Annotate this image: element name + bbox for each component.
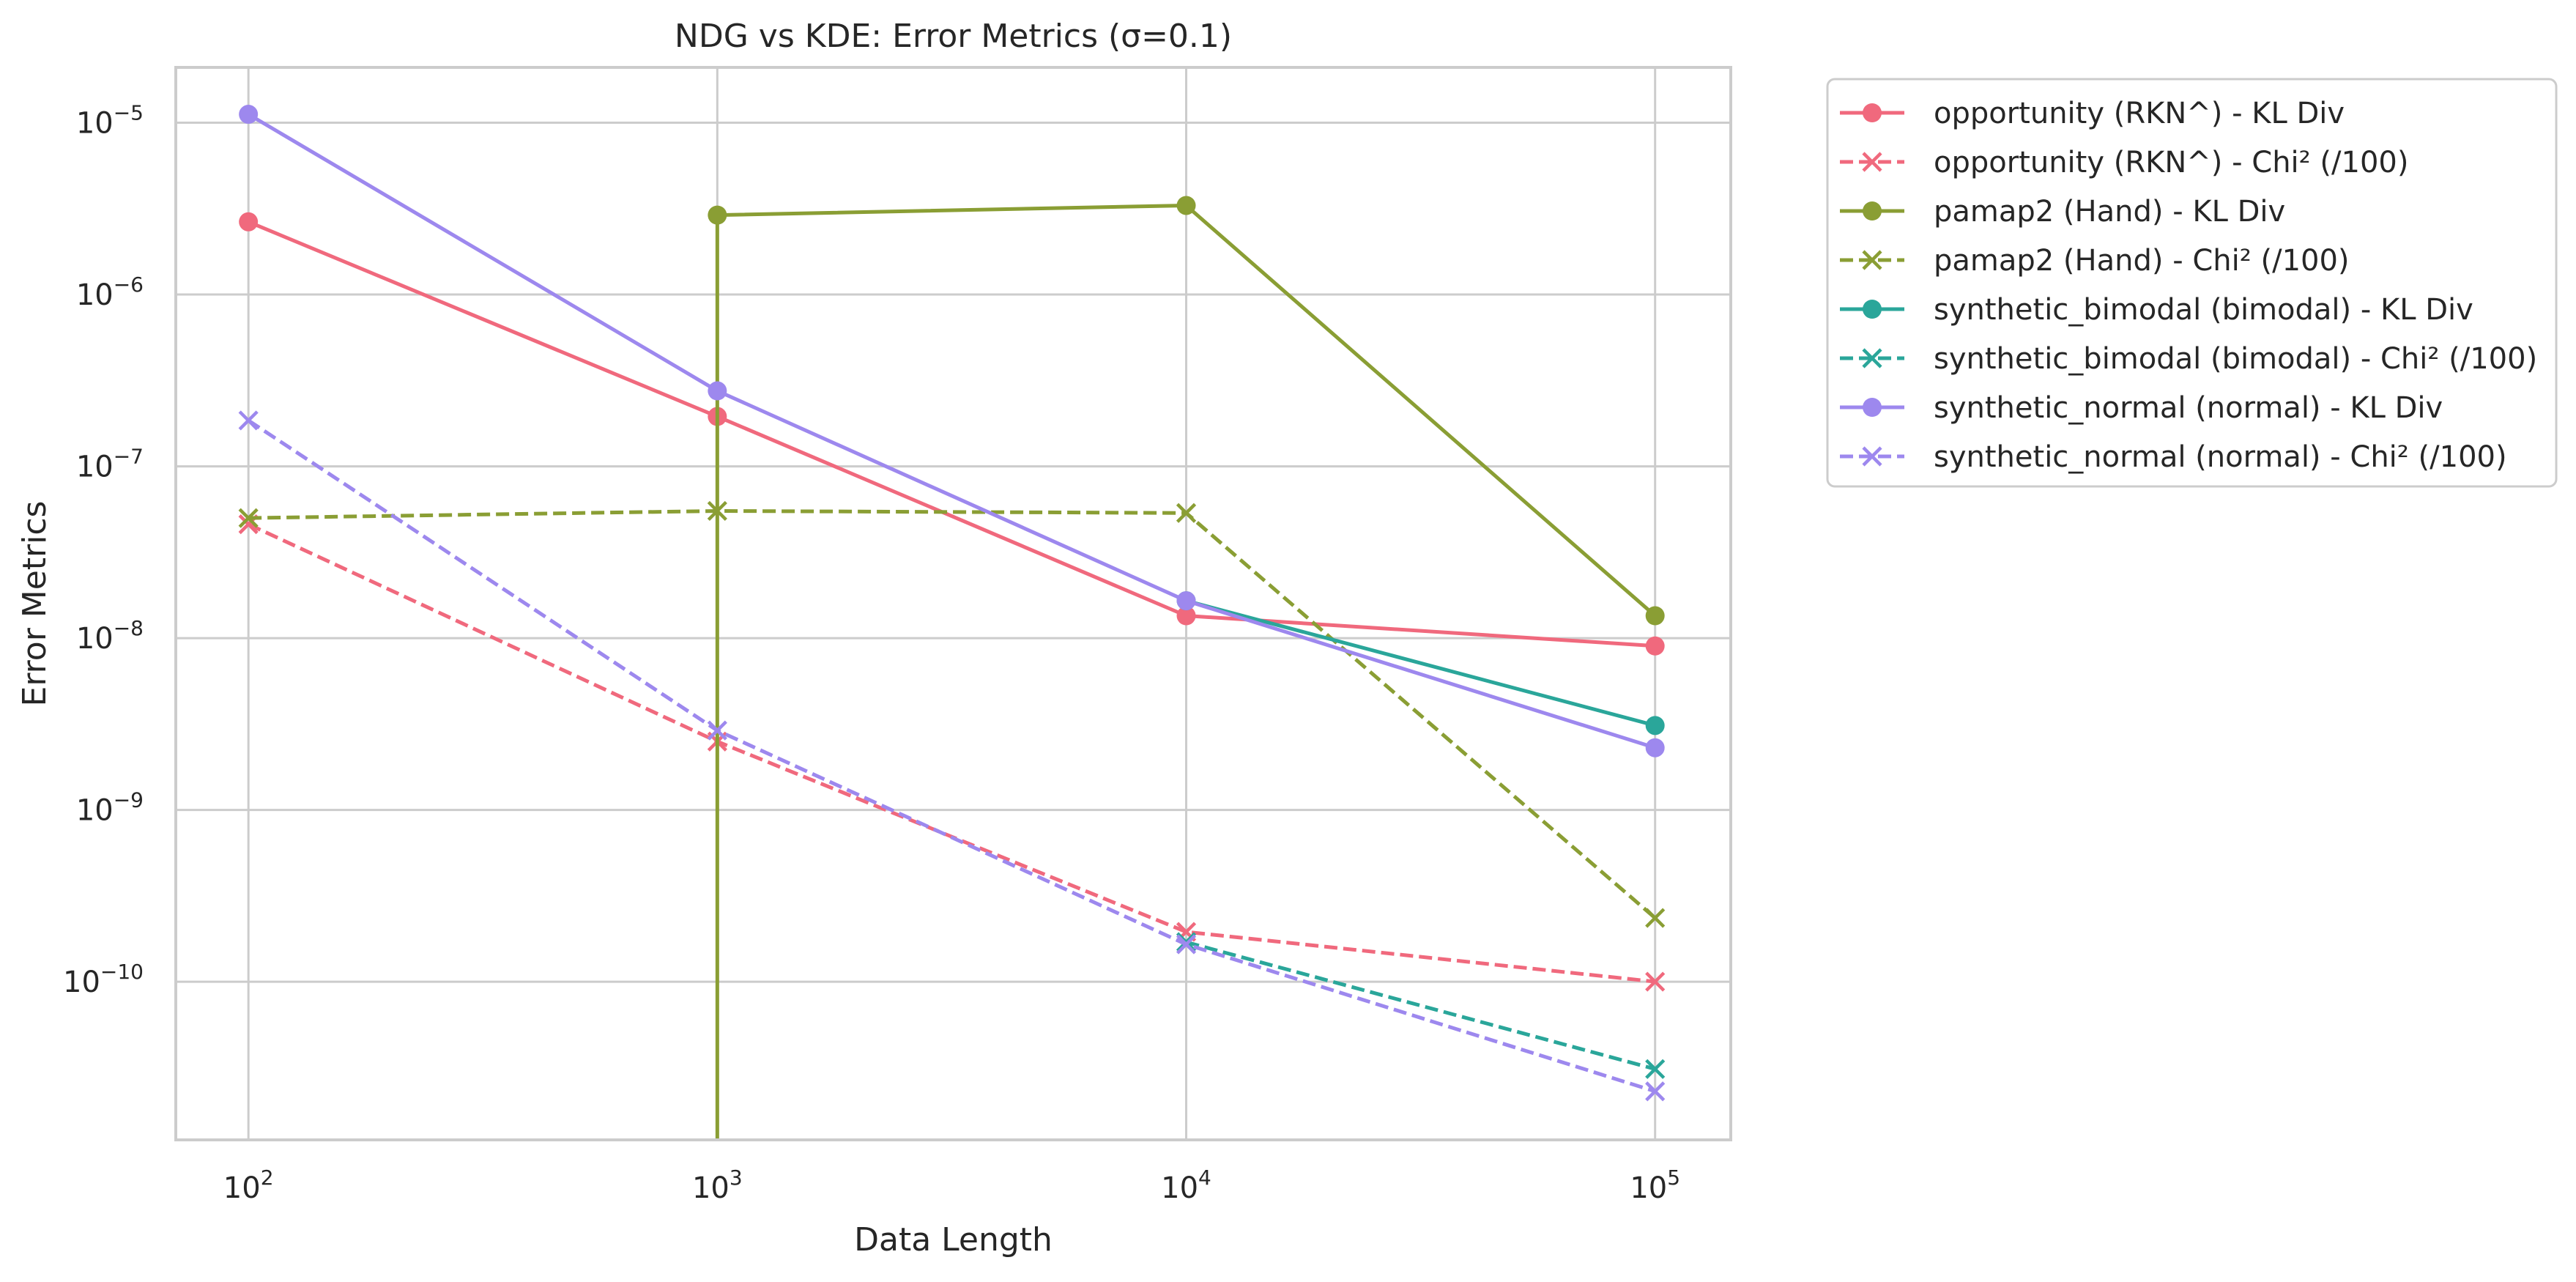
y-tick-label: 10−5	[76, 101, 144, 141]
series	[238, 514, 1666, 992]
x-tick-label: 104	[1161, 1166, 1211, 1205]
data-point	[708, 381, 727, 401]
data-point	[708, 205, 727, 225]
series-line	[247, 418, 1656, 1094]
data-point	[1862, 348, 1882, 368]
data-point	[1645, 606, 1665, 626]
data-point	[1863, 398, 1882, 417]
y-tick-label: 10−7	[76, 445, 144, 484]
data-point	[1862, 446, 1882, 467]
data-point	[1645, 1081, 1666, 1102]
series-line	[248, 508, 1657, 919]
data-point	[1863, 201, 1882, 221]
legend-entry-label: pamap2 (Hand) - Chi² (/100)	[1934, 244, 2350, 278]
legend-entry-label: opportunity (RKN^) - KL Div	[1934, 97, 2345, 130]
legend-entry-label: synthetic_bimodal (bimodal) - KL Div	[1934, 293, 2473, 327]
x-tick-label: 103	[692, 1166, 743, 1205]
data-point	[1645, 908, 1666, 928]
series-line	[715, 203, 1657, 1140]
series	[239, 105, 1665, 757]
data-point	[1863, 103, 1882, 122]
data-point	[1645, 1059, 1666, 1079]
y-tick-label: 10−6	[76, 273, 144, 312]
grid	[176, 67, 1731, 1140]
data-point	[707, 720, 727, 741]
legend-entry-label: opportunity (RKN^) - Chi² (/100)	[1934, 146, 2408, 179]
data-point	[1645, 716, 1665, 736]
data-point	[238, 508, 259, 528]
chart-title: NDG vs KDE: Error Metrics (σ=0.1)	[675, 18, 1232, 55]
legend-entry-label: synthetic_normal (normal) - KL Div	[1934, 391, 2443, 425]
series-line	[248, 220, 1655, 648]
y-tick-label: 10−8	[76, 616, 144, 656]
y-axis-label: Error Metrics	[16, 501, 53, 707]
legend-entry-label: synthetic_normal (normal) - Chi² (/100)	[1934, 440, 2507, 474]
series	[239, 212, 1665, 656]
data-point	[1645, 738, 1665, 757]
plot-frame	[174, 66, 1732, 1141]
data-point	[1176, 196, 1196, 215]
series	[708, 196, 1665, 1140]
data-point	[707, 500, 727, 522]
data-point	[1176, 503, 1197, 523]
series-line	[247, 112, 1656, 750]
data-point	[1645, 636, 1665, 656]
legend-frame	[1826, 78, 2558, 488]
data-point	[239, 105, 259, 125]
legend: opportunity (RKN^) - KL Div opportunity (…	[1826, 78, 2558, 488]
x-tick-label: 102	[223, 1166, 274, 1205]
y-tick-label: 10−10	[63, 960, 144, 999]
data-point	[1176, 606, 1196, 626]
series	[238, 500, 1666, 928]
data-point	[1862, 152, 1882, 172]
series-line	[1185, 599, 1656, 727]
data-point	[239, 212, 259, 231]
data-point	[1176, 591, 1196, 611]
y-ticks: 10−5 10−6 10−7 10−8 10−9 10−10	[63, 101, 144, 1000]
legend-entry-label: pamap2 (Hand) - KL Div	[1934, 195, 2285, 229]
x-ticks: 102 103 104 105	[223, 1166, 1680, 1205]
y-tick-label: 10−9	[76, 788, 144, 828]
series-line	[248, 522, 1655, 984]
data-point	[1176, 934, 1197, 955]
series-layer	[238, 105, 1666, 1140]
legend-entry-label: synthetic_bimodal (bimodal) - Chi² (/100…	[1934, 342, 2537, 376]
series-line	[1185, 940, 1656, 1071]
x-axis-label: Data Length	[854, 1221, 1053, 1259]
data-point	[238, 410, 259, 431]
x-tick-label: 105	[1630, 1166, 1680, 1205]
data-point	[1862, 250, 1882, 270]
data-point	[1645, 971, 1666, 992]
data-point	[1863, 300, 1882, 319]
series	[238, 410, 1666, 1102]
